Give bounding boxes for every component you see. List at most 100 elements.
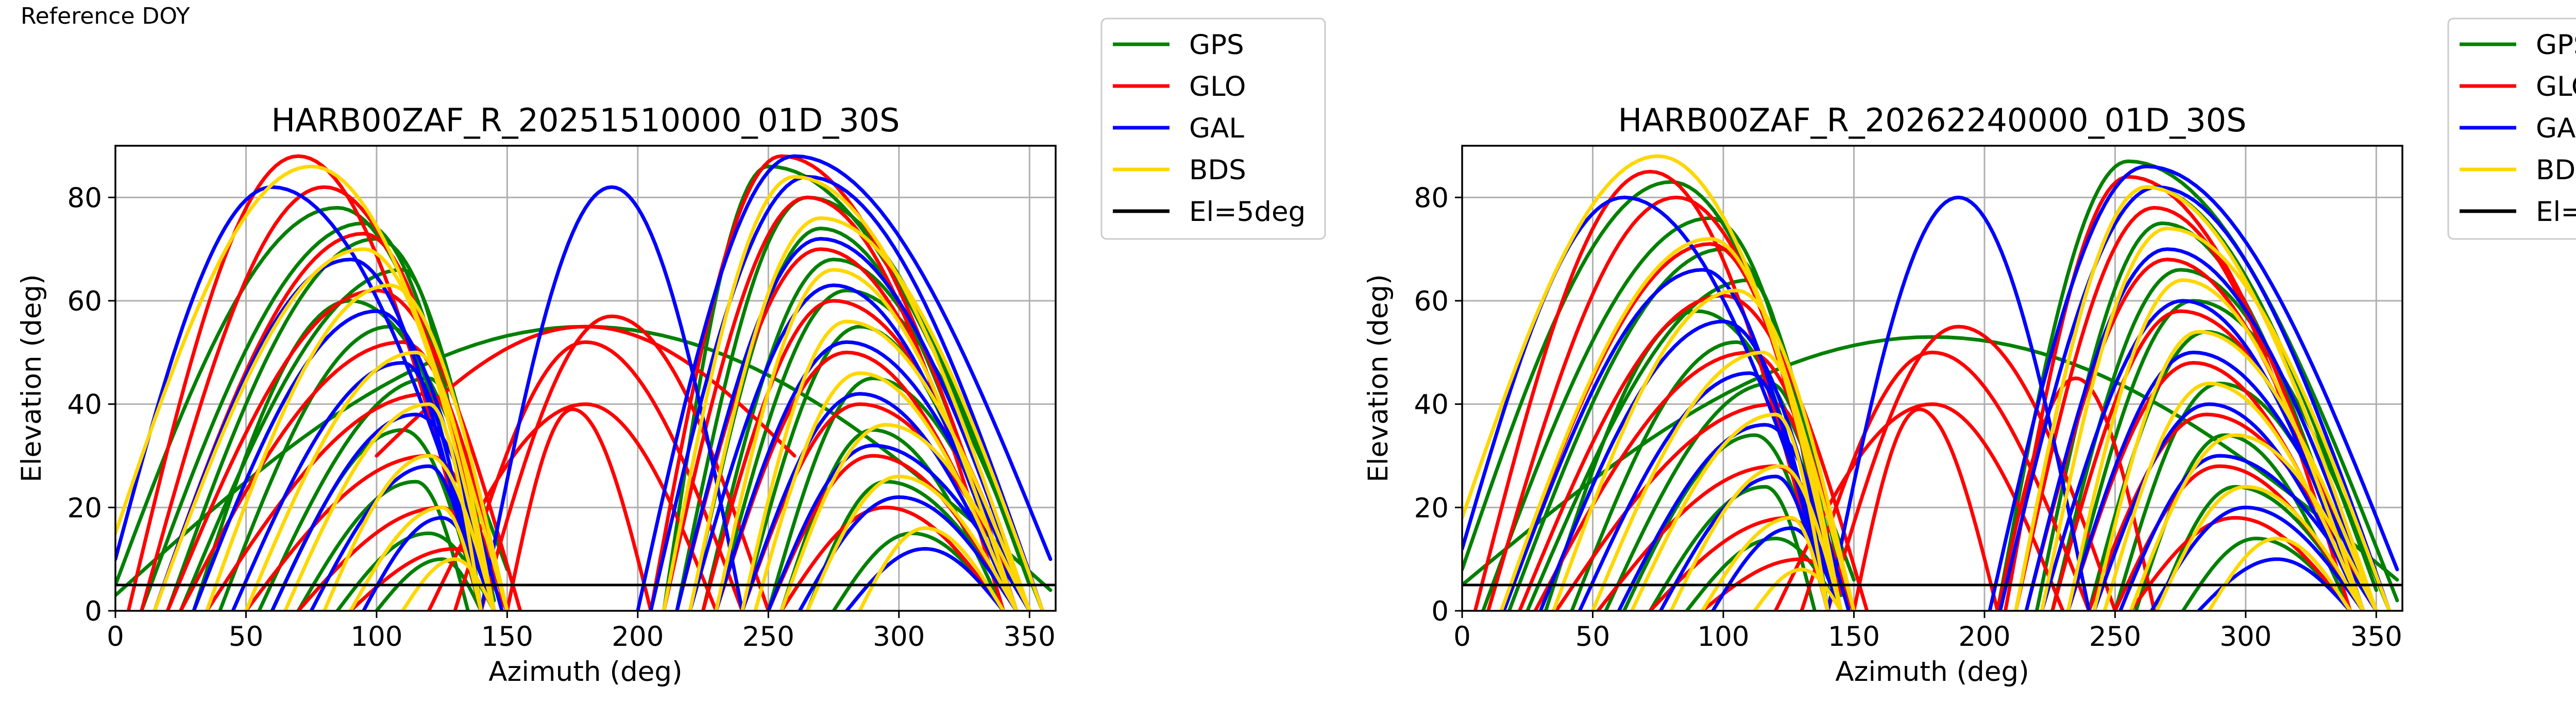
satellite-track <box>2129 516 2352 611</box>
series-gps <box>115 164 1053 611</box>
satellite-track <box>636 154 1053 611</box>
satellite-track <box>362 516 496 611</box>
satellite-track <box>1591 350 1843 611</box>
x-tick-label: 150 <box>1828 621 1880 653</box>
legend-entry: BDS <box>2460 155 2576 186</box>
plot-area <box>115 154 1056 611</box>
x-tick-label: 0 <box>107 621 124 653</box>
satellite-track <box>675 237 1031 611</box>
satellite-track <box>479 185 744 611</box>
x-tick-label: 300 <box>873 621 925 653</box>
legend-label: GLO <box>2536 71 2576 102</box>
satellite-track <box>2024 247 2378 611</box>
satellite-track <box>2119 454 2378 611</box>
y-tick-label: 40 <box>67 389 102 421</box>
satellite-track <box>714 288 1045 611</box>
axes-frame <box>114 145 1057 612</box>
satellite-track <box>1669 464 1843 611</box>
x-tick-label: 50 <box>1575 621 1610 653</box>
x-tick-label: 250 <box>742 621 794 653</box>
legend-entry: GPS <box>1113 29 1244 61</box>
y-tick-label: 60 <box>1414 286 1449 317</box>
satellite-track <box>1852 407 1999 611</box>
x-tick-label: 100 <box>350 621 402 653</box>
legend-entry: GLO <box>2460 71 2576 102</box>
satellite-track <box>662 164 1045 611</box>
satellite-track <box>2040 227 2392 611</box>
x-tick-label: 150 <box>481 621 533 653</box>
x-tick-label: 50 <box>229 621 263 653</box>
y-axis-label: Elevation (deg) <box>16 274 47 482</box>
satellite-track <box>1462 195 1843 611</box>
satellite-track <box>1499 237 1843 611</box>
chart-title: HARB00ZAF_R_20262240000_01D_30S <box>1618 101 2247 139</box>
legend-label: El=5deg <box>1189 196 1306 228</box>
legend-entry: GLO <box>1113 71 1246 102</box>
x-tick-label: 200 <box>1958 621 2010 653</box>
x-tick-label: 0 <box>1453 621 1471 653</box>
satellite-track <box>1711 526 1843 611</box>
satellite-track <box>2014 185 2378 611</box>
legend-entry: BDS <box>1113 155 1246 186</box>
x-tick-label: 300 <box>2219 621 2272 653</box>
satellite-track <box>323 454 496 611</box>
satellite-track <box>2155 485 2365 611</box>
legend-label: GLO <box>1189 71 1246 102</box>
satellite-track <box>688 216 1045 611</box>
legend-label: GPS <box>2536 29 2576 61</box>
legend-entry: GPS <box>2460 29 2576 61</box>
satellite-track <box>348 505 483 611</box>
satellite-track <box>844 547 1006 611</box>
legend: GPS GLO GAL BDS El=5deg <box>2447 18 2576 240</box>
x-axis-label: Azimuth (deg) <box>488 656 683 688</box>
satellite-track <box>1800 350 2091 611</box>
satellite-track <box>505 407 653 611</box>
tick-labels: 0 50 100 150 200 250 300 350 0 20 40 60 80 <box>67 182 1056 653</box>
chart-panel-left: 0 50 100 150 200 250 300 350 0 20 40 60 80 HARB00ZAF_… <box>16 18 1326 688</box>
satellite-track <box>2207 537 2352 611</box>
x-tick-label: 250 <box>2089 621 2141 653</box>
satellite-track <box>1995 376 2156 611</box>
legend-label: BDS <box>1189 155 1246 186</box>
satellite-track <box>165 288 522 611</box>
plot-area <box>1462 154 2402 611</box>
x-tick-label: 100 <box>1697 621 1749 653</box>
legend-entry: El=5deg <box>1113 196 1306 228</box>
chart-title: HARB00ZAF_R_20251510000_01D_30S <box>272 101 900 139</box>
satellite-track <box>152 247 496 611</box>
legend-label: GAL <box>1189 113 1244 144</box>
satellite-track <box>1551 288 1856 611</box>
y-tick-label: 80 <box>67 182 102 214</box>
tick-labels: 0 50 100 150 200 250 300 350 0 20 40 60 80 <box>1414 182 2402 653</box>
x-tick-label: 350 <box>2350 621 2402 653</box>
satellite-track <box>1578 371 1830 611</box>
legend-label: BDS <box>2536 155 2576 186</box>
legend: GPS GLO GAL BDS El=5deg <box>1100 18 1326 240</box>
satellite-track <box>1753 568 1843 611</box>
chart-panel-right: 0 50 100 150 200 250 300 350 0 20 40 60 80 HARB00ZAF_… <box>1363 18 2576 688</box>
satellite-track <box>296 479 470 611</box>
satellite-track <box>1518 294 1869 611</box>
satellite-track <box>2129 433 2378 611</box>
satellite-track <box>2092 402 2365 611</box>
legend-entry: GAL <box>2460 113 2576 144</box>
y-tick-label: 0 <box>84 596 102 627</box>
legend-label: El=5deg <box>2536 196 2576 228</box>
satellite-track <box>1826 195 2091 611</box>
satellite-track <box>740 319 1031 611</box>
legend-label: GPS <box>1189 29 1244 61</box>
legend-entry: El=5deg <box>2460 196 2576 228</box>
y-tick-label: 60 <box>67 286 102 317</box>
satellite-track <box>2092 330 2378 611</box>
y-axis-label: Elevation (deg) <box>1363 274 1394 482</box>
satellite-track <box>779 505 1006 611</box>
satellite-track <box>662 175 1031 611</box>
satellite-track <box>2003 175 2365 611</box>
figure-label: Reference DOY <box>21 3 190 29</box>
axes-frame <box>1461 145 2403 612</box>
satellite-track <box>1700 516 1830 611</box>
x-axis-label: Azimuth (deg) <box>1835 656 2029 688</box>
satellite-track <box>740 392 1019 611</box>
x-tick-label: 350 <box>1004 621 1056 653</box>
